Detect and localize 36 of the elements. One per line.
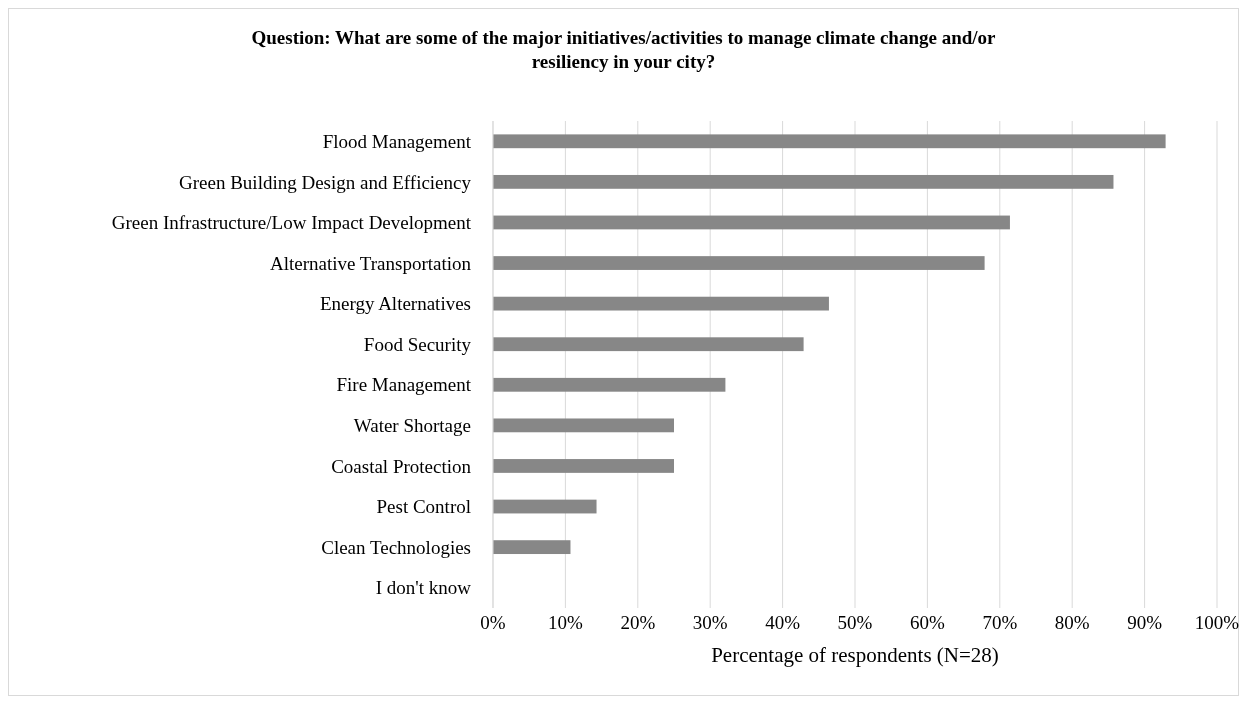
bar [493, 296, 829, 311]
x-tick-label: 60% [909, 612, 945, 633]
y-tick-label: Coastal Protection [331, 455, 472, 477]
bar [493, 174, 1114, 189]
y-tick-label: Green Building Design and Efficiency [179, 171, 472, 193]
chart-title: Question: What are some of the major initiatives/activities to manage climate change and/or resiliency in your city? [251, 27, 997, 72]
y-tick-label: Fire Management [336, 374, 472, 396]
bar [493, 337, 804, 352]
x-tick-label: 0% [480, 612, 506, 633]
x-tick-label: 10% [547, 612, 583, 633]
x-tick-label: 30% [692, 612, 728, 633]
bar [493, 540, 571, 555]
bar [493, 256, 985, 270]
x-tick-label: 90% [1127, 612, 1163, 633]
bar [493, 134, 1166, 149]
y-tick-label: Alternative Transportation [269, 252, 472, 274]
bar [493, 377, 726, 392]
y-tick-label: Green Infrastructure/Low Impact Development [111, 212, 472, 234]
bar [493, 418, 674, 433]
y-tick-label: Water Shortage [353, 415, 471, 437]
bar [493, 215, 1010, 230]
x-axis-title: Percentage of respondents (N=28) [711, 643, 999, 667]
x-tick-label: 50% [837, 612, 873, 633]
y-tick-label: Energy Alternatives [319, 293, 471, 315]
y-tick-label: Pest Control [376, 496, 471, 518]
y-tick-label: Clean Technologies [321, 536, 471, 558]
x-tick-label: 70% [982, 612, 1018, 633]
x-tick-label: 20% [620, 612, 656, 633]
x-tick-label: 80% [1054, 612, 1090, 633]
bar [493, 459, 674, 473]
x-tick-label: 40% [765, 612, 801, 633]
y-tick-label: I don't know [375, 577, 472, 599]
y-tick-label: Flood Management [322, 130, 472, 152]
bar [493, 499, 597, 514]
x-tick-label: 100% [1194, 612, 1240, 633]
y-tick-label: Food Security [363, 333, 472, 355]
